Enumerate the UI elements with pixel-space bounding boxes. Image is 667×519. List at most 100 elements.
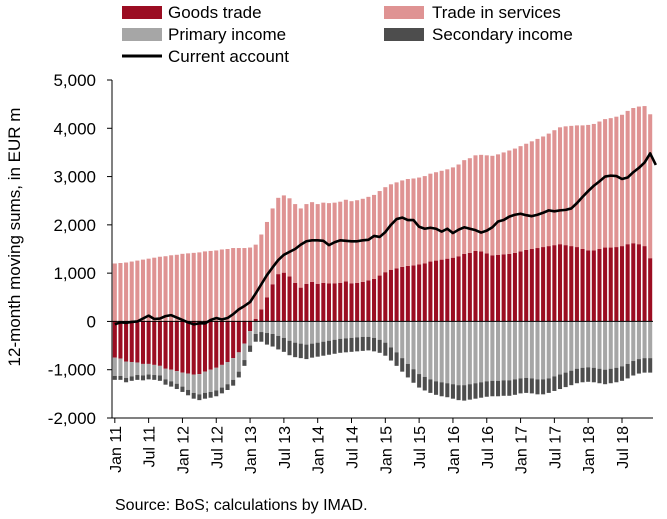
bar-goods-trade <box>242 321 247 344</box>
bar-goods-trade <box>479 251 484 322</box>
y-axis-tick-labels: -2,000 -1,000 0 1,000 2,000 3,000 4,000 5,000 <box>48 71 96 428</box>
bar-goods-trade <box>169 321 174 370</box>
y-tick-label: 4,000 <box>53 119 96 138</box>
bar-primary-income <box>552 321 557 377</box>
x-axis-tick-labels: Jan 11 Jul 11 Jan 12 Jul 12 Jan 13 Jul 13 Jan … <box>108 426 632 474</box>
bar-trade-in-services <box>321 202 326 283</box>
x-tick-label: Jul 14 <box>345 426 362 469</box>
bar-secondary-income <box>208 391 213 398</box>
y-tick-label: -1,000 <box>48 361 96 380</box>
bar-goods-trade <box>219 321 224 365</box>
bar-trade-in-services <box>163 256 168 322</box>
bar-secondary-income <box>225 384 230 390</box>
bar-goods-trade <box>338 282 343 322</box>
bar-goods-trade <box>586 250 591 322</box>
bar-goods-trade <box>332 283 337 322</box>
x-tick-label: Jan 15 <box>378 426 395 474</box>
bar-trade-in-services <box>569 125 574 247</box>
legend-label-current-account: Current account <box>168 47 289 66</box>
bar-primary-income <box>152 364 157 376</box>
bar-secondary-income <box>372 337 377 352</box>
bar-secondary-income <box>417 374 422 388</box>
y-tick-label: 5,000 <box>53 71 96 90</box>
legend-swatch-trade-in-services <box>384 6 424 19</box>
legend: Goods trade Trade in services Primary in… <box>122 3 573 66</box>
bar-primary-income <box>394 321 399 353</box>
bar-primary-income <box>501 321 506 381</box>
legend-label-secondary-income: Secondary income <box>432 25 573 44</box>
bar-primary-income <box>422 321 427 377</box>
bar-goods-trade <box>124 321 129 362</box>
bar-goods-trade <box>366 280 371 322</box>
bar-trade-in-services <box>586 124 591 251</box>
bar-goods-trade <box>326 283 331 322</box>
bar-primary-income <box>535 321 540 380</box>
bar-secondary-income <box>253 333 258 342</box>
bar-goods-trade <box>293 282 298 322</box>
bar-secondary-income <box>603 369 608 385</box>
bar-secondary-income <box>124 377 129 383</box>
bar-primary-income <box>569 321 574 371</box>
bar-secondary-income <box>219 387 224 394</box>
bar-trade-in-services <box>445 169 450 259</box>
axes <box>107 79 653 423</box>
bar-primary-income <box>614 321 619 368</box>
bar-goods-trade <box>642 246 647 322</box>
bar-goods-trade <box>557 244 563 322</box>
bar-secondary-income <box>264 333 270 345</box>
bar-trade-in-services <box>456 164 461 257</box>
legend-item-goods-trade: Goods trade <box>122 3 262 22</box>
bar-goods-trade <box>411 265 416 322</box>
bar-secondary-income <box>400 358 405 372</box>
bar-secondary-income <box>349 337 354 352</box>
bar-goods-trade <box>118 321 123 359</box>
bar-trade-in-services <box>512 148 517 253</box>
bar-secondary-income <box>512 379 517 395</box>
bar-primary-income <box>287 321 292 341</box>
bar-goods-trade <box>248 321 253 332</box>
bar-secondary-income <box>366 336 371 351</box>
current-account-line <box>114 152 657 326</box>
bar-trade-in-services <box>450 167 455 258</box>
bar-goods-trade <box>456 256 461 322</box>
bar-primary-income <box>496 321 501 381</box>
bar-goods-trade <box>445 258 450 322</box>
bar-primary-income <box>202 371 208 393</box>
source-note: Source: BoS; calculations by IMAD. <box>115 497 368 514</box>
bar-primary-income <box>557 321 563 375</box>
bar-trade-in-services <box>501 152 506 255</box>
bar-primary-income <box>140 363 146 376</box>
x-tick-label: Jan 16 <box>446 426 463 474</box>
bar-secondary-income <box>631 361 636 376</box>
bar-secondary-income <box>619 366 625 381</box>
bar-trade-in-services <box>310 202 315 282</box>
bar-trade-in-services <box>434 172 439 261</box>
x-tick-label: Jul 16 <box>480 426 497 469</box>
bar-goods-trade <box>281 272 286 322</box>
bar-primary-income <box>400 321 405 359</box>
bar-goods-trade <box>625 244 630 322</box>
bar-secondary-income <box>462 385 467 401</box>
bar-goods-trade <box>546 246 551 322</box>
bar-secondary-income <box>236 371 241 378</box>
bar-trade-in-services <box>129 261 134 322</box>
bar-primary-income <box>417 321 422 375</box>
bar-secondary-income <box>394 352 399 366</box>
bar-primary-income <box>242 343 247 361</box>
bar-trade-in-services <box>377 191 382 276</box>
bar-goods-trade <box>129 321 134 362</box>
bar-secondary-income <box>360 336 365 351</box>
bar-trade-in-services <box>236 248 241 322</box>
bar-secondary-income <box>434 381 439 395</box>
bar-trade-in-services <box>563 126 568 246</box>
bar-primary-income <box>219 364 224 388</box>
bar-trade-in-services <box>496 154 501 255</box>
legend-item-primary-income: Primary income <box>122 25 286 44</box>
x-tick-label: Jan 14 <box>311 426 328 474</box>
bar-primary-income <box>191 374 196 393</box>
bar-trade-in-services <box>180 253 185 322</box>
bar-trade-in-services <box>394 182 399 269</box>
bar-primary-income <box>434 321 439 382</box>
bar-primary-income <box>326 321 331 341</box>
bar-primary-income <box>169 369 174 382</box>
